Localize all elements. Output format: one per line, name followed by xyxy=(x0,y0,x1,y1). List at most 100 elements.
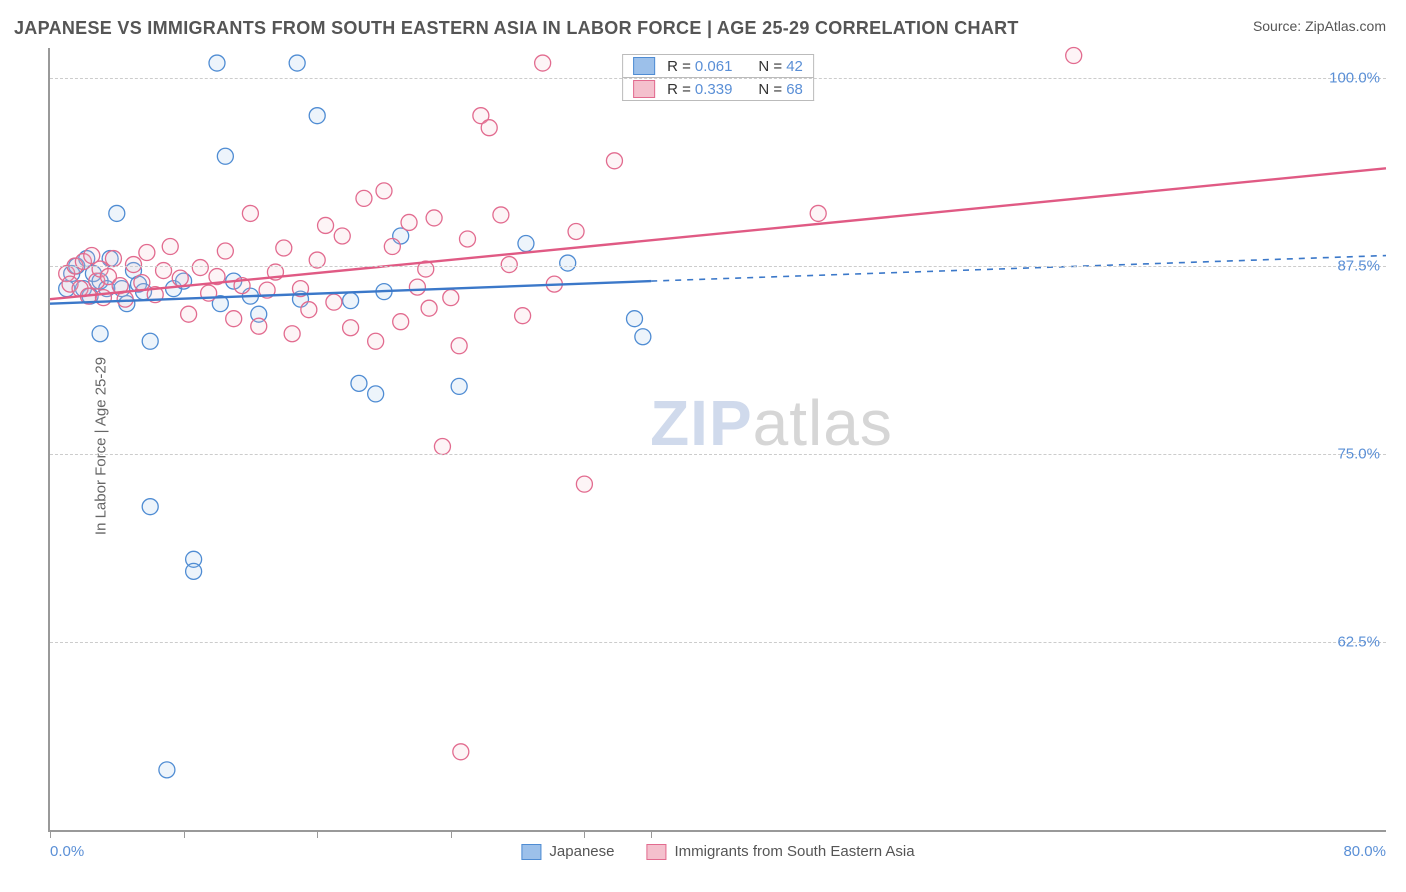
series-legend: Japanese Immigrants from South Eastern As… xyxy=(521,843,914,860)
legend-item: Japanese xyxy=(521,843,614,860)
chart-svg xyxy=(50,48,1386,830)
legend-item: Immigrants from South Eastern Asia xyxy=(646,843,914,860)
trend-line-extrapolated xyxy=(651,256,1386,282)
legend-label: Immigrants from South Eastern Asia xyxy=(674,843,914,860)
r-value: 0.061 xyxy=(695,58,733,75)
data-point xyxy=(356,190,372,206)
data-point xyxy=(192,260,208,276)
data-point xyxy=(181,306,197,322)
data-point xyxy=(606,153,622,169)
correlation-chart: ZIPatlas R =0.061N =42R =0.339N =68 0.0%… xyxy=(48,48,1386,832)
legend-swatch xyxy=(646,844,666,860)
y-tick-label: 100.0% xyxy=(1329,70,1380,87)
data-point xyxy=(535,55,551,71)
data-point xyxy=(568,223,584,239)
data-point xyxy=(209,55,225,71)
n-value: 42 xyxy=(786,58,803,75)
r-label: R = xyxy=(667,58,691,75)
n-value: 68 xyxy=(786,81,803,98)
data-point xyxy=(301,302,317,318)
data-point xyxy=(134,275,150,291)
data-point xyxy=(515,308,531,324)
gridline-h xyxy=(50,642,1386,643)
x-tick xyxy=(184,830,185,838)
data-point xyxy=(92,326,108,342)
data-point xyxy=(139,245,155,261)
data-point xyxy=(105,251,121,267)
data-point xyxy=(451,378,467,394)
data-point xyxy=(251,318,267,334)
y-tick-label: 75.0% xyxy=(1337,446,1380,463)
data-point xyxy=(376,183,392,199)
data-point xyxy=(343,320,359,336)
r-value: 0.339 xyxy=(695,81,733,98)
data-point xyxy=(172,270,188,286)
data-point xyxy=(95,290,111,306)
data-point xyxy=(393,314,409,330)
data-point xyxy=(109,205,125,221)
data-point xyxy=(627,311,643,327)
data-point xyxy=(217,243,233,259)
gridline-h xyxy=(50,266,1386,267)
data-point xyxy=(434,439,450,455)
data-point xyxy=(186,563,202,579)
data-point xyxy=(318,217,334,233)
data-point xyxy=(453,744,469,760)
data-point xyxy=(401,214,417,230)
gridline-h xyxy=(50,454,1386,455)
data-point xyxy=(443,290,459,306)
data-point xyxy=(162,239,178,255)
data-point xyxy=(284,326,300,342)
y-tick-label: 87.5% xyxy=(1337,258,1380,275)
data-point xyxy=(159,762,175,778)
data-point xyxy=(810,205,826,221)
data-point xyxy=(368,386,384,402)
data-point xyxy=(635,329,651,345)
data-point xyxy=(451,338,467,354)
data-point xyxy=(501,257,517,273)
data-point xyxy=(426,210,442,226)
data-point xyxy=(242,205,258,221)
data-point xyxy=(351,375,367,391)
data-point xyxy=(226,311,242,327)
legend-swatch xyxy=(633,57,655,75)
n-label: N = xyxy=(758,58,782,75)
gridline-h xyxy=(50,78,1386,79)
legend-swatch xyxy=(633,80,655,98)
x-tick xyxy=(584,830,585,838)
data-point xyxy=(384,239,400,255)
data-point xyxy=(421,300,437,316)
trend-line xyxy=(50,168,1386,299)
n-label: N = xyxy=(758,81,782,98)
chart-title: JAPANESE VS IMMIGRANTS FROM SOUTH EASTER… xyxy=(14,18,1019,39)
data-point xyxy=(142,499,158,515)
data-point xyxy=(334,228,350,244)
data-point xyxy=(289,55,305,71)
data-point xyxy=(117,291,133,307)
x-axis-end-label: 80.0% xyxy=(1343,843,1386,860)
x-tick xyxy=(651,830,652,838)
data-point xyxy=(343,293,359,309)
data-point xyxy=(309,108,325,124)
y-tick-label: 62.5% xyxy=(1337,634,1380,651)
source-label: Source: ZipAtlas.com xyxy=(1253,18,1386,34)
data-point xyxy=(518,236,534,252)
data-point xyxy=(560,255,576,271)
r-label: R = xyxy=(667,81,691,98)
data-point xyxy=(576,476,592,492)
x-axis-start-label: 0.0% xyxy=(50,843,84,860)
data-point xyxy=(142,333,158,349)
data-point xyxy=(126,257,142,273)
data-point xyxy=(368,333,384,349)
data-point xyxy=(326,294,342,310)
data-point xyxy=(1066,48,1082,64)
x-tick xyxy=(50,830,51,838)
data-point xyxy=(217,148,233,164)
data-point xyxy=(493,207,509,223)
legend-correlation-row: R =0.339 N =68 xyxy=(622,78,814,101)
data-point xyxy=(460,231,476,247)
data-point xyxy=(481,120,497,136)
legend-label: Japanese xyxy=(549,843,614,860)
x-tick xyxy=(451,830,452,838)
data-point xyxy=(276,240,292,256)
